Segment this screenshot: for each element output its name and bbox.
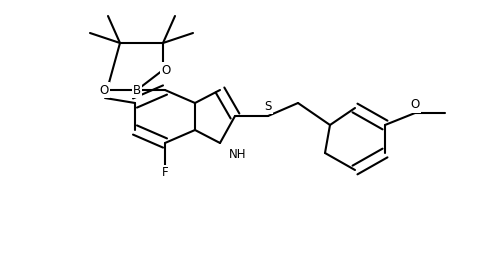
Text: O: O [100, 84, 108, 96]
Text: NH: NH [229, 149, 246, 162]
Text: O: O [410, 99, 420, 111]
Text: O: O [162, 64, 170, 76]
Text: S: S [264, 99, 272, 112]
Text: B: B [133, 84, 141, 96]
Text: F: F [162, 167, 168, 180]
